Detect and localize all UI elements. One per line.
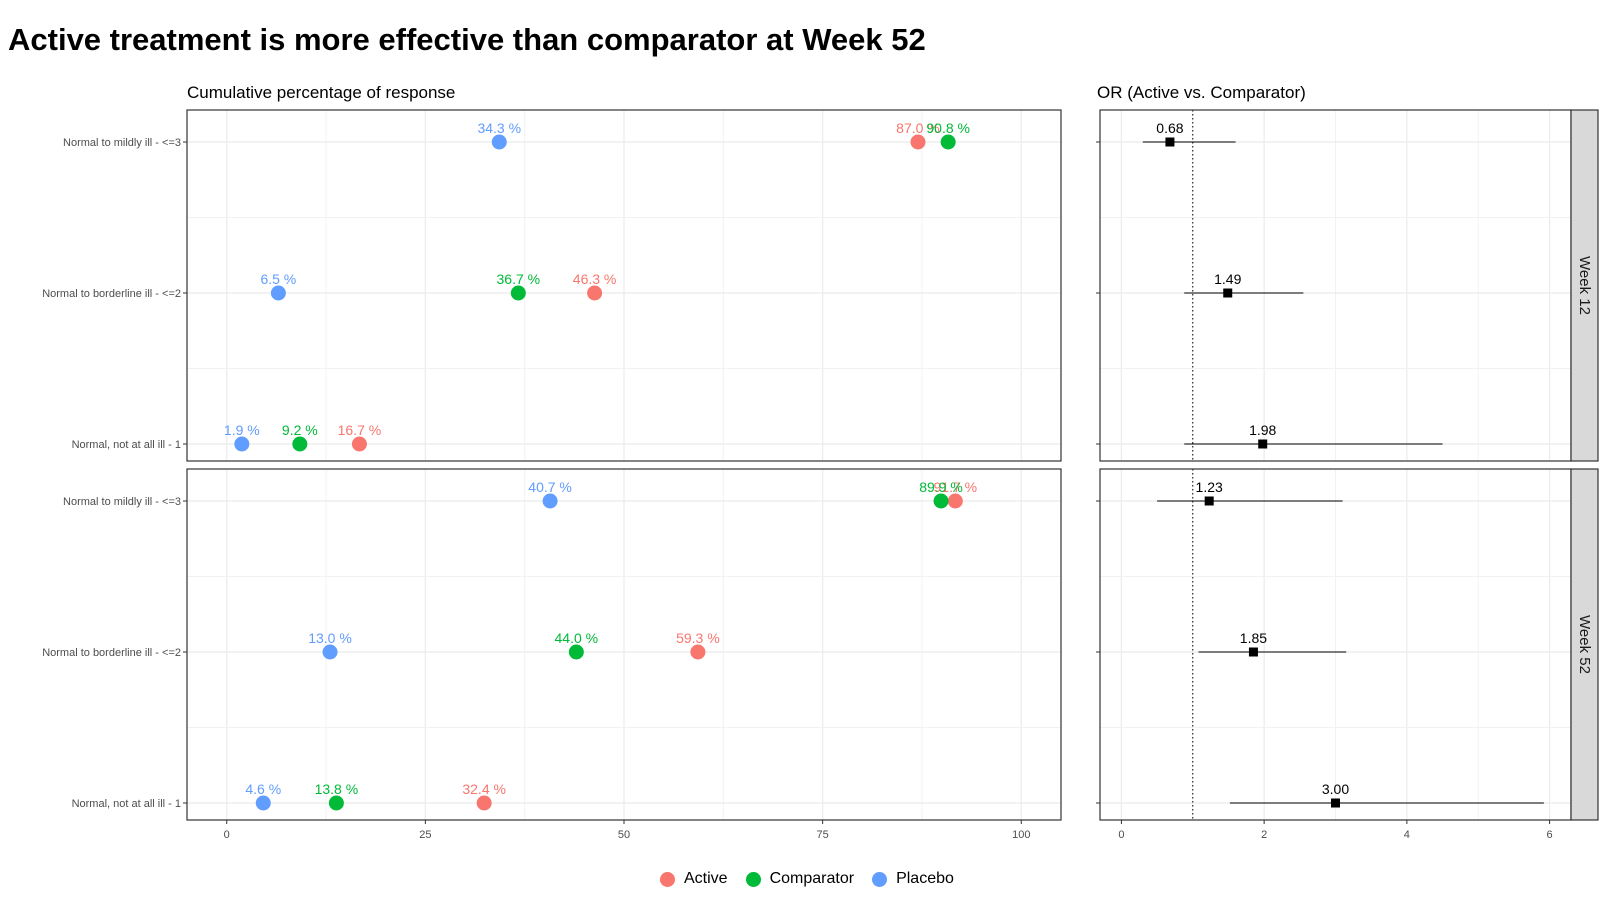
data-label-active: 32.4 % (462, 781, 506, 797)
data-label-placebo: 40.7 % (528, 479, 572, 495)
or-point (1165, 137, 1175, 147)
or-point (1331, 798, 1340, 808)
data-label-active: 59.3 % (676, 630, 720, 646)
y-tick-label: Normal, not at all ill - 1 (72, 439, 181, 451)
data-label-comparator: 9.2 % (282, 422, 318, 438)
point-comparator (510, 285, 526, 301)
left-panel-border-1 (186, 109, 1062, 462)
data-label-placebo: 6.5 % (260, 271, 296, 287)
or-label: 1.98 (1249, 422, 1276, 438)
data-label-placebo: 13.0 % (308, 630, 352, 646)
point-placebo (322, 644, 338, 660)
legend-label-comparator: Comparator (769, 870, 855, 887)
facet-strip-2 (1570, 468, 1599, 821)
legend-dot-placebo (872, 871, 888, 887)
data-label-active: 91.7 % (934, 479, 978, 495)
data-label-placebo: 34.3 % (477, 120, 521, 136)
x-tick-label: 75 (817, 829, 829, 841)
point-placebo (542, 493, 558, 509)
y-tick-label: Normal to mildly ill - <=3 (63, 496, 181, 508)
legend-dot-active (660, 871, 675, 887)
left-panel-subtitle: Cumulative percentage of response (187, 83, 456, 102)
legend-item-comparator: Comparator (745, 870, 855, 888)
x-tick-label: 0 (224, 829, 230, 841)
y-tick-label: Normal to borderline ill - <=2 (42, 647, 181, 659)
or-label: 1.23 (1196, 479, 1223, 495)
data-label-active: 87.0 % (896, 120, 940, 136)
x-tick-label: 6 (1547, 829, 1553, 841)
y-tick-label: Normal, not at all ill - 1 (72, 798, 181, 810)
legend-item-active: Active (660, 870, 728, 888)
or-point (1248, 647, 1258, 657)
facet-label: Week 52 (1576, 615, 1593, 674)
point-placebo (234, 436, 250, 452)
point-active (910, 134, 926, 150)
point-placebo (491, 134, 507, 150)
data-label-comparator: 36.7 % (497, 271, 541, 287)
x-tick-label: 2 (1261, 829, 1267, 841)
point-active (947, 493, 963, 509)
legend-label-placebo: Placebo (896, 870, 954, 887)
point-active (690, 644, 706, 660)
or-label: 3.00 (1322, 781, 1349, 797)
data-label-placebo: 4.6 % (245, 781, 281, 797)
data-label-comparator: 13.8 % (315, 781, 359, 797)
or-label: 1.85 (1240, 630, 1267, 646)
facet-label: Week 12 (1576, 256, 1593, 315)
right-panel-subtitle: OR (Active vs. Comparator) (1097, 83, 1306, 102)
x-tick-label: 0 (1118, 829, 1124, 841)
point-active (587, 285, 603, 301)
or-point (1204, 496, 1214, 506)
y-tick-label: Normal to borderline ill - <=2 (42, 288, 181, 300)
chart-title: Active treatment is more effective than … (8, 22, 926, 57)
or-label: 1.49 (1214, 271, 1241, 287)
or-label: 0.68 (1156, 120, 1183, 136)
point-comparator (568, 644, 584, 660)
point-placebo (270, 285, 286, 301)
legend-label-active: Active (684, 870, 728, 887)
point-comparator (292, 436, 308, 452)
data-label-comparator: 90.8 % (926, 120, 970, 136)
facet-strip-1 (1570, 109, 1599, 462)
point-placebo (255, 795, 271, 811)
point-active (476, 795, 492, 811)
x-tick-label: 25 (419, 829, 431, 841)
data-label-placebo: 1.9 % (224, 422, 260, 438)
point-comparator (328, 795, 344, 811)
data-label-comparator: 44.0 % (555, 630, 599, 646)
legend-item-placebo: Placebo (872, 870, 954, 888)
legend: Active Comparator Placebo (660, 870, 972, 888)
data-label-active: 16.7 % (338, 422, 382, 438)
data-label-comparator: 89.9 % (919, 479, 963, 495)
x-tick-label: 100 (1012, 829, 1030, 841)
x-tick-label: 4 (1404, 829, 1410, 841)
or-point (1223, 288, 1233, 298)
x-tick-label: 50 (618, 829, 630, 841)
point-active (351, 436, 367, 452)
or-point (1258, 439, 1268, 449)
point-comparator (940, 134, 956, 150)
y-tick-label: Normal to mildly ill - <=3 (63, 137, 181, 149)
legend-dot-comparator (745, 871, 761, 887)
point-comparator (933, 493, 949, 509)
data-label-active: 46.3 % (573, 271, 617, 287)
